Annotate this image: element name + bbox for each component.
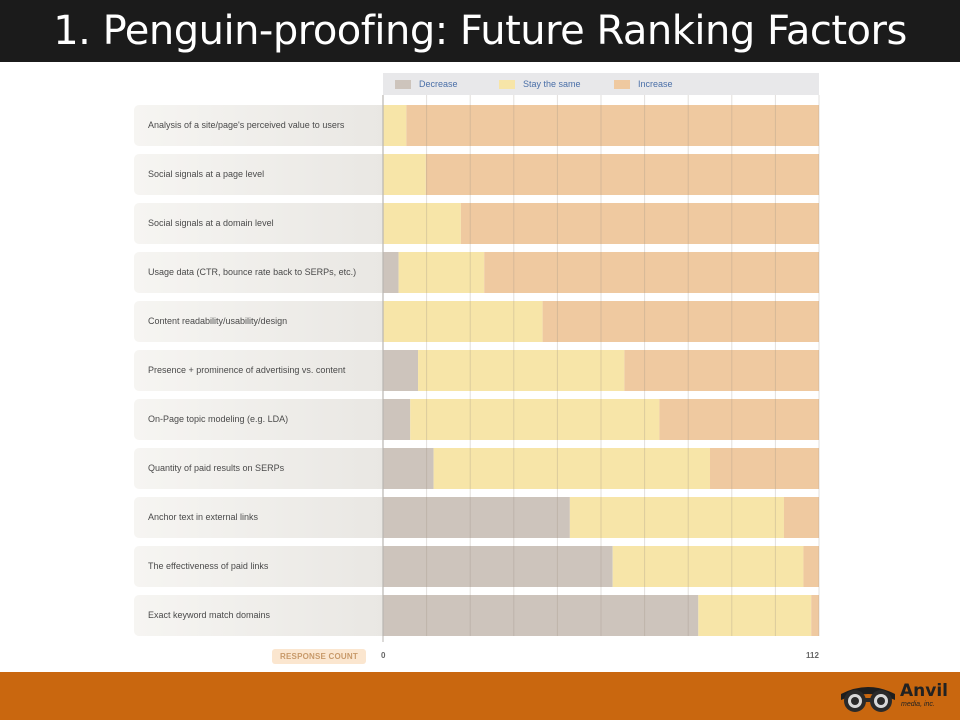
legend-label-decrease: Decrease bbox=[419, 79, 458, 89]
bar-segment-decrease bbox=[383, 595, 699, 636]
bar-segment-decrease bbox=[383, 252, 399, 293]
footer-bar bbox=[0, 672, 960, 720]
category-label: Quantity of paid results on SERPs bbox=[148, 463, 285, 473]
category-label: Social signals at a page level bbox=[148, 169, 265, 179]
bar-segment-decrease bbox=[383, 399, 411, 440]
x-tick-label-min: 0 bbox=[381, 651, 386, 660]
bar-segment-stay-the-same bbox=[383, 154, 426, 195]
category-label: The effectiveness of paid links bbox=[148, 561, 269, 571]
bar-segment-increase bbox=[406, 105, 819, 146]
category-label: Exact keyword match domains bbox=[148, 610, 271, 620]
bar-segment-increase bbox=[803, 546, 819, 587]
category-label: Usage data (CTR, bounce rate back to SER… bbox=[148, 267, 357, 277]
x-tick-label-max: 112 bbox=[806, 651, 819, 660]
bar-segment-increase bbox=[659, 399, 819, 440]
category-row-label-box: The effectiveness of paid links bbox=[134, 546, 383, 587]
bar-segment-stay-the-same bbox=[698, 595, 812, 636]
anvil-logo: Anvil media, inc. bbox=[838, 678, 950, 716]
category-label: Analysis of a site/page's perceived valu… bbox=[148, 120, 345, 130]
chart-legend: Decrease Stay the same Increase bbox=[383, 73, 819, 95]
legend-swatch-decrease bbox=[395, 79, 411, 89]
bar-segment-stay-the-same bbox=[383, 301, 543, 342]
bar-segment-stay-the-same bbox=[398, 252, 485, 293]
category-label: On-Page topic modeling (e.g. LDA) bbox=[148, 414, 289, 424]
legend-item-increase: Increase bbox=[614, 73, 673, 95]
legend-item-stay-the-same: Stay the same bbox=[499, 73, 581, 95]
title-bar: 1. Penguin-proofing: Future Ranking Fact… bbox=[0, 0, 960, 62]
category-row-label-box: Social signals at a page level bbox=[134, 154, 383, 195]
category-row-label-box: Presence + prominence of advertising vs.… bbox=[134, 350, 383, 391]
legend-item-decrease: Decrease bbox=[395, 73, 458, 95]
bar-segment-decrease bbox=[383, 448, 434, 489]
bar-segment-decrease bbox=[383, 350, 419, 391]
category-row-label-box: Content readability/usability/design bbox=[134, 301, 383, 342]
category-label: Anchor text in external links bbox=[148, 512, 259, 522]
category-label: Social signals at a domain level bbox=[148, 218, 274, 228]
category-row-label-box: On-Page topic modeling (e.g. LDA) bbox=[134, 399, 383, 440]
goggles-icon bbox=[841, 687, 895, 712]
category-row-label-box: Social signals at a domain level bbox=[134, 203, 383, 244]
bar-segment-increase bbox=[425, 154, 819, 195]
category-label: Content readability/usability/design bbox=[148, 316, 288, 326]
bar-segment-increase bbox=[542, 301, 819, 342]
category-row-label-box: Usage data (CTR, bounce rate back to SER… bbox=[134, 252, 383, 293]
x-axis-label: RESPONSE COUNT bbox=[272, 649, 366, 664]
bar-segment-stay-the-same bbox=[569, 497, 784, 538]
bar-segment-stay-the-same bbox=[612, 546, 804, 587]
bar-segment-stay-the-same bbox=[433, 448, 710, 489]
bar-segment-increase bbox=[811, 595, 819, 636]
bar-segment-increase bbox=[624, 350, 819, 391]
category-row-label-box: Analysis of a site/page's perceived valu… bbox=[134, 105, 383, 146]
legend-label-increase: Increase bbox=[638, 79, 673, 89]
bar-segment-stay-the-same bbox=[383, 105, 407, 146]
legend-swatch-stay-the-same bbox=[499, 79, 515, 89]
bar-segment-decrease bbox=[383, 497, 570, 538]
bar-segment-increase bbox=[484, 252, 819, 293]
legend-label-stay-the-same: Stay the same bbox=[523, 79, 581, 89]
logo-name: Anvil bbox=[900, 681, 948, 701]
bar-segment-decrease bbox=[383, 546, 613, 587]
legend-swatch-increase bbox=[614, 79, 630, 89]
slide-title: 1. Penguin-proofing: Future Ranking Fact… bbox=[53, 8, 907, 54]
category-row-label-box: Anchor text in external links bbox=[134, 497, 383, 538]
logo-tagline: media, inc. bbox=[901, 701, 935, 708]
bar-segment-increase bbox=[783, 497, 819, 538]
bar-segment-stay-the-same bbox=[418, 350, 625, 391]
bar-segment-stay-the-same bbox=[410, 399, 660, 440]
category-row-label-box: Quantity of paid results on SERPs bbox=[134, 448, 383, 489]
bar-segment-stay-the-same bbox=[383, 203, 461, 244]
category-label: Presence + prominence of advertising vs.… bbox=[148, 365, 346, 375]
bar-segment-increase bbox=[460, 203, 819, 244]
bar-segment-increase bbox=[710, 448, 819, 489]
category-row-label-box: Exact keyword match domains bbox=[134, 595, 383, 636]
